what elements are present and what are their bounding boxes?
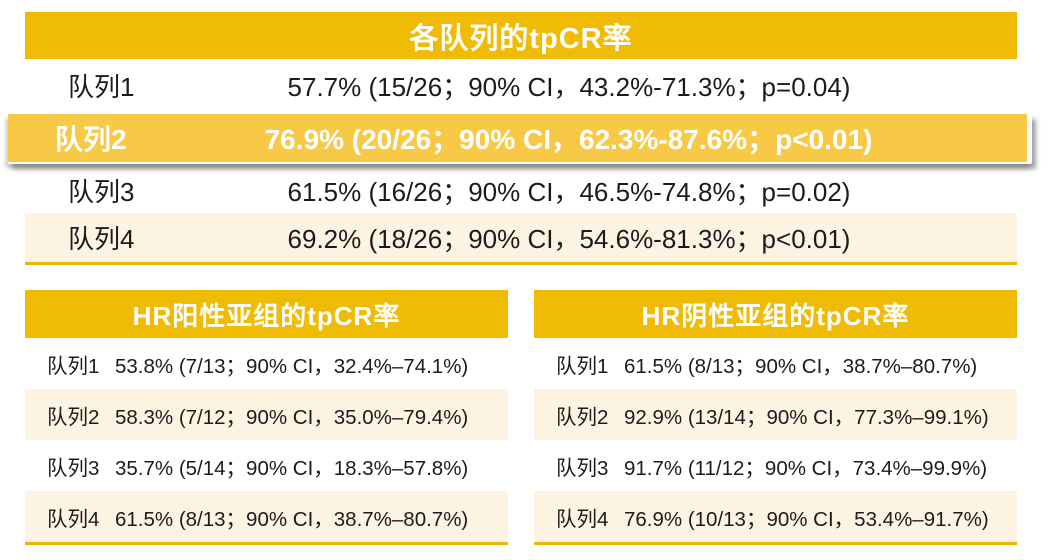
hr-negative-table: HR阴性亚组的tpCR率 队列1 61.5% (8/13；90% CI，38.7… — [534, 290, 1017, 545]
cohort2-label: 队列2 — [55, 124, 127, 155]
cohort-label: 队列1 — [47, 354, 100, 378]
cohort-value: 92.9% (13/14；90% CI，77.3%–99.1%) — [624, 405, 989, 429]
hr-negative-bottom-rule — [534, 542, 1017, 545]
table-row-cohort4: 队列4 69.2% (18/26；90% CI，54.6%-81.3%；p<0.… — [25, 213, 1017, 262]
cohort-value: 76.9% (10/13；90% CI，53.4%–91.7%) — [624, 507, 989, 531]
table-row: 队列3 35.7% (5/14；90% CI，18.3%–57.8%) — [25, 440, 508, 491]
table-row-cohort3: 队列3 61.5% (16/26；90% CI，46.5%-74.8%；p=0.… — [25, 167, 1017, 213]
table-row: 队列2 92.9% (13/14；90% CI，77.3%–99.1%) — [534, 389, 1017, 440]
table-row-cohort2-highlighted: 队列2 76.9% (20/26；90% CI，62.3%-87.6%；p<0.… — [8, 114, 1032, 164]
cohort-label: 队列4 — [47, 507, 100, 531]
cohort-value: 61.5% (8/13；90% CI，38.7%–80.7%) — [624, 354, 978, 378]
cohort-label: 队列2 — [556, 405, 609, 429]
cohort2-value: 76.9% (20/26；90% CI，62.3%-87.6%；p<0.01) — [264, 124, 873, 155]
main-table-title: 各队列的tpCR率 — [25, 12, 1017, 59]
table-row: 队列1 61.5% (8/13；90% CI，38.7%–80.7%) — [534, 338, 1017, 389]
table-row: 队列3 91.7% (11/12；90% CI，73.4%–99.9%) — [534, 440, 1017, 491]
main-tpcr-table: 各队列的tpCR率 队列1 57.7% (15/26；90% CI，43.2%-… — [8, 12, 1032, 265]
cohort-label: 队列2 — [47, 405, 100, 429]
hr-positive-title: HR阳性亚组的tpCR率 — [25, 290, 508, 338]
cohort-label: 队列3 — [556, 456, 609, 480]
table-row: 队列1 53.8% (7/13；90% CI，32.4%–74.1%) — [25, 338, 508, 389]
hr-positive-table: HR阳性亚组的tpCR率 队列1 53.8% (7/13；90% CI，32.4… — [25, 290, 508, 545]
cohort3-value: 61.5% (16/26；90% CI，46.5%-74.8%；p=0.02) — [287, 176, 851, 207]
subgroup-tables: HR阳性亚组的tpCR率 队列1 53.8% (7/13；90% CI，32.4… — [25, 290, 1017, 545]
cohort-value: 35.7% (5/14；90% CI，18.3%–57.8%) — [115, 456, 469, 480]
table-row: 队列4 76.9% (10/13；90% CI，53.4%–91.7%) — [534, 491, 1017, 542]
cohort-value: 53.8% (7/13；90% CI，32.4%–74.1%) — [115, 354, 469, 378]
cohort1-label: 队列1 — [68, 72, 135, 102]
cohort-value: 91.7% (11/12；90% CI，73.4%–99.9%) — [624, 456, 988, 480]
cohort-label: 队列3 — [47, 456, 100, 480]
cohort-label: 队列4 — [556, 507, 609, 531]
table-row-cohort1: 队列1 57.7% (15/26；90% CI，43.2%-71.3%；p=0.… — [25, 59, 1017, 112]
cohort3-label: 队列3 — [68, 176, 135, 207]
cohort-label: 队列1 — [556, 354, 609, 378]
cohort4-value: 69.2% (18/26；90% CI，54.6%-81.3%；p<0.01) — [287, 224, 851, 254]
cohort4-label: 队列4 — [68, 224, 135, 254]
table-row: 队列4 61.5% (8/13；90% CI，38.7%–80.7%) — [25, 491, 508, 542]
table-row: 队列2 58.3% (7/12；90% CI，35.0%–79.4%) — [25, 389, 508, 440]
cohort-value: 61.5% (8/13；90% CI，38.7%–80.7%) — [115, 507, 469, 531]
hr-positive-bottom-rule — [25, 542, 508, 545]
cohort-value: 58.3% (7/12；90% CI，35.0%–79.4%) — [115, 405, 469, 429]
cohort1-value: 57.7% (15/26；90% CI，43.2%-71.3%；p=0.04) — [287, 72, 851, 102]
main-table-bottom-rule — [25, 262, 1017, 265]
hr-negative-title: HR阴性亚组的tpCR率 — [534, 290, 1017, 338]
